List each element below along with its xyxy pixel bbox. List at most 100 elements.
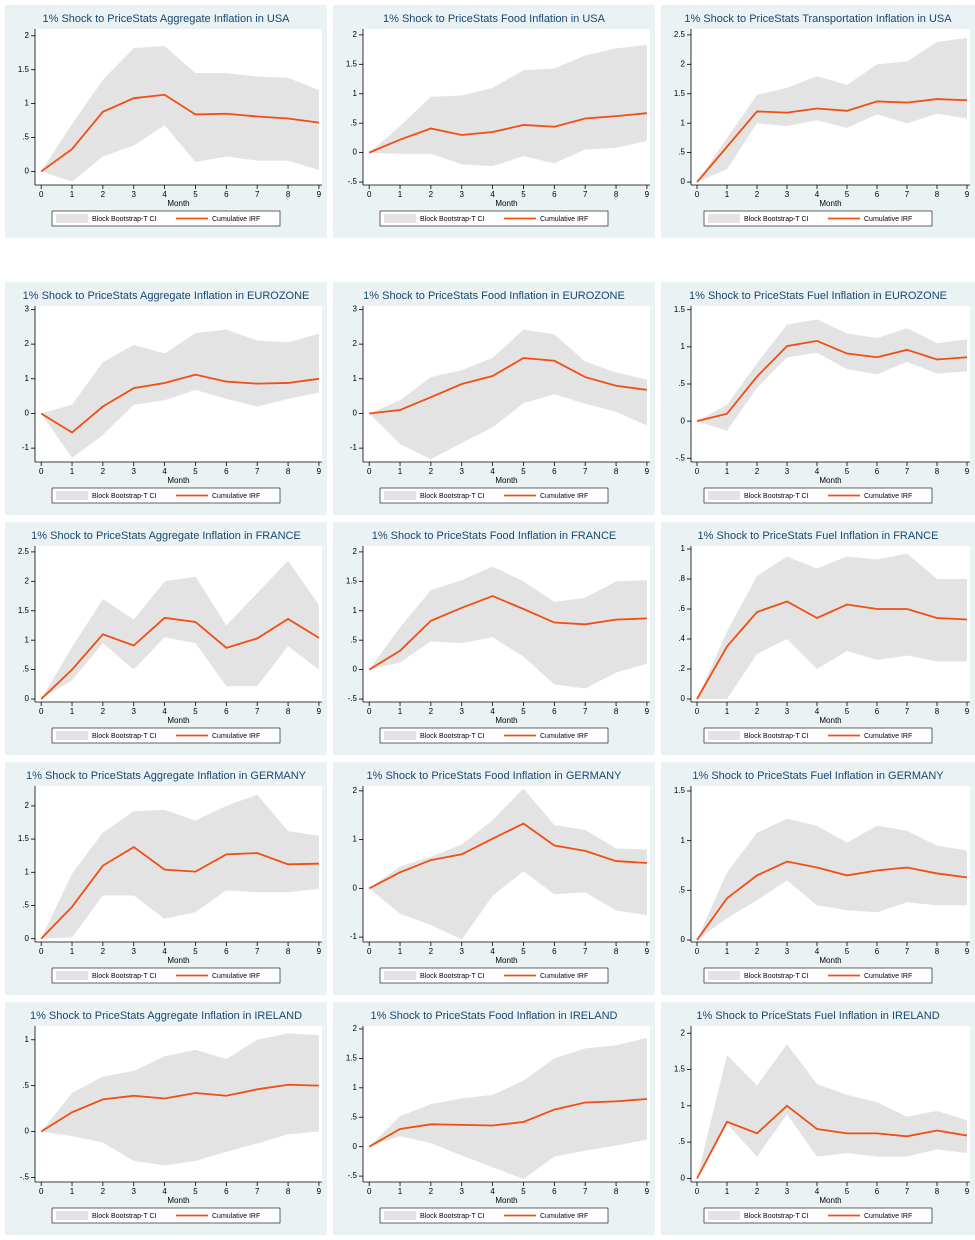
legend-label: Block Bootstrap-T CI <box>744 973 809 980</box>
y-tick-label: 2 <box>25 576 30 585</box>
y-tick-label: 1.5 <box>18 606 30 615</box>
x-tick-label: 8 <box>614 1187 619 1196</box>
legend-label: Block Bootstrap-T CI <box>744 1213 809 1220</box>
x-tick-label: 6 <box>224 707 229 716</box>
irf-line <box>40 616 320 700</box>
x-tick-label: 8 <box>935 467 940 476</box>
x-tick-label: 5 <box>521 467 526 476</box>
x-tick-label: 4 <box>490 947 495 956</box>
legend-label: Cumulative IRF <box>540 1213 588 1220</box>
irf-line <box>369 357 648 415</box>
y-tick-label: .5 <box>678 1137 685 1146</box>
x-tick-label: 2 <box>429 467 434 476</box>
x-tick-label: 4 <box>815 1187 820 1196</box>
legend-swatch <box>708 491 740 500</box>
y-tick-label: 2 <box>353 339 358 348</box>
x-tick-label: 1 <box>70 707 75 716</box>
x-tick-label: 6 <box>552 190 557 199</box>
legend-label: Block Bootstrap-T CI <box>420 493 485 500</box>
x-tick-label: 2 <box>755 1187 760 1196</box>
x-tick-label: 9 <box>645 190 650 199</box>
legend-box <box>703 1207 933 1224</box>
chart-panel: 1% Shock to PriceStats Aggregate Inflati… <box>5 522 327 755</box>
x-tick-label: 4 <box>162 190 167 199</box>
y-tick-label: 0 <box>25 167 30 176</box>
x-tick-label: 0 <box>695 190 700 199</box>
x-tick-label: 2 <box>101 707 106 716</box>
x-tick-label: 4 <box>815 467 820 476</box>
legend-label: Block Bootstrap-T CI <box>420 733 485 740</box>
irf-line <box>40 845 319 940</box>
y-tick-label: 1 <box>353 606 358 615</box>
x-tick-label: 2 <box>429 707 434 716</box>
chart-panel: 1% Shock to PriceStats Fuel Inflation in… <box>661 1002 975 1235</box>
y-tick-label: .8 <box>678 574 685 583</box>
x-tick-label: 3 <box>132 190 137 199</box>
ci-band <box>41 1033 319 1166</box>
x-tick-label: 6 <box>875 707 880 716</box>
x-tick-label: 2 <box>755 467 760 476</box>
ci-band <box>369 1037 647 1180</box>
x-tick-label: 7 <box>255 190 260 199</box>
x-tick-label: 3 <box>785 947 790 956</box>
legend-box <box>703 967 933 984</box>
chart-panel: 1% Shock to PriceStats Fuel Inflation in… <box>661 762 975 995</box>
legend-label: Cumulative IRF <box>540 733 588 740</box>
x-axis-label: Month <box>495 956 517 965</box>
y-tick-label: 1 <box>353 835 358 844</box>
chart-panel: 1% Shock to PriceStats Food Inflation in… <box>333 762 655 995</box>
x-tick-label: 2 <box>429 947 434 956</box>
x-tick-label: 2 <box>755 947 760 956</box>
legend-swatch <box>56 214 88 223</box>
chart-title: 1% Shock to PriceStats Aggregate Inflati… <box>42 13 290 25</box>
legend-box <box>703 210 933 227</box>
ci-band <box>369 788 647 940</box>
chart-panel: 1% Shock to PriceStats Food Inflation in… <box>333 282 655 515</box>
legend-label: Block Bootstrap-T CI <box>92 216 157 223</box>
x-tick-label: 3 <box>460 190 465 199</box>
chart-title: 1% Shock to PriceStats Fuel Inflation in… <box>696 1010 939 1022</box>
legend-swatch <box>384 491 416 500</box>
x-axis-label: Month <box>495 476 517 485</box>
legend-label: Block Bootstrap-T CI <box>744 216 809 223</box>
x-tick-label: 3 <box>132 1187 137 1196</box>
x-tick-label: 6 <box>224 947 229 956</box>
x-tick-label: 5 <box>193 467 198 476</box>
ci-band <box>697 319 967 431</box>
y-tick-label: 1 <box>681 118 686 127</box>
legend-label: Cumulative IRF <box>212 493 260 500</box>
legend-swatch <box>56 971 88 980</box>
legend-label: Cumulative IRF <box>864 216 912 223</box>
legend-box <box>379 727 609 744</box>
x-tick-label: 1 <box>725 1187 730 1196</box>
legend-label: Cumulative IRF <box>540 216 588 223</box>
irf-line <box>368 1098 647 1148</box>
chart-title: 1% Shock to PriceStats Food Inflation in… <box>370 1010 617 1022</box>
x-tick-label: 1 <box>725 947 730 956</box>
y-tick-label: 2 <box>353 786 358 795</box>
x-axis-label: Month <box>819 199 841 208</box>
x-tick-label: 3 <box>132 947 137 956</box>
x-tick-label: 7 <box>255 467 260 476</box>
chart-panel: 1% Shock to PriceStats Aggregate Inflati… <box>5 5 327 238</box>
x-tick-label: 4 <box>490 467 495 476</box>
chart-title: 1% Shock to PriceStats Food Inflation in… <box>367 770 623 782</box>
legend-box <box>379 1207 609 1224</box>
x-tick-label: 8 <box>614 707 619 716</box>
legend-label: Block Bootstrap-T CI <box>420 973 485 980</box>
legend-box <box>379 487 609 504</box>
x-tick-label: 8 <box>935 190 940 199</box>
x-tick-label: 9 <box>965 467 970 476</box>
x-tick-label: 7 <box>583 467 588 476</box>
irf-line <box>40 373 320 434</box>
x-tick-label: 9 <box>645 707 650 716</box>
x-tick-label: 1 <box>725 467 730 476</box>
legend-swatch <box>708 1211 740 1220</box>
ci-band <box>369 329 647 460</box>
chart-title: 1% Shock to PriceStats Food Inflation in… <box>363 290 625 302</box>
y-tick-label: 1 <box>353 89 358 98</box>
y-tick-label: 1 <box>25 635 30 644</box>
x-tick-label: 7 <box>583 947 588 956</box>
y-tick-label: 0 <box>681 177 686 186</box>
y-tick-label: .6 <box>678 604 685 613</box>
